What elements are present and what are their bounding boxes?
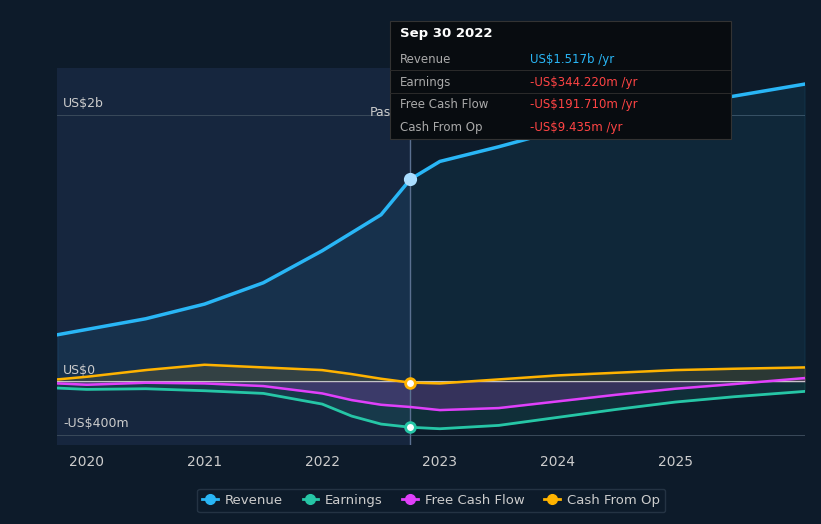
Text: -US$191.710m /yr: -US$191.710m /yr — [530, 99, 637, 112]
Text: US$2b: US$2b — [63, 97, 104, 110]
Text: Sep 30 2022: Sep 30 2022 — [400, 27, 493, 40]
Text: -US$9.435m /yr: -US$9.435m /yr — [530, 121, 622, 134]
Text: Cash From Op: Cash From Op — [400, 121, 482, 134]
Legend: Revenue, Earnings, Free Cash Flow, Cash From Op: Revenue, Earnings, Free Cash Flow, Cash … — [197, 489, 665, 512]
Bar — [57, 68, 410, 445]
Text: US$1.517b /yr: US$1.517b /yr — [530, 53, 614, 66]
Text: US$0: US$0 — [63, 364, 97, 377]
Text: -US$400m: -US$400m — [63, 417, 129, 430]
Text: Revenue: Revenue — [400, 53, 452, 66]
Text: Earnings: Earnings — [400, 75, 452, 89]
Text: -US$344.220m /yr: -US$344.220m /yr — [530, 75, 637, 89]
Text: Past: Past — [370, 106, 397, 119]
Text: Free Cash Flow: Free Cash Flow — [400, 99, 488, 112]
Text: Analysts Forecasts: Analysts Forecasts — [424, 106, 541, 119]
